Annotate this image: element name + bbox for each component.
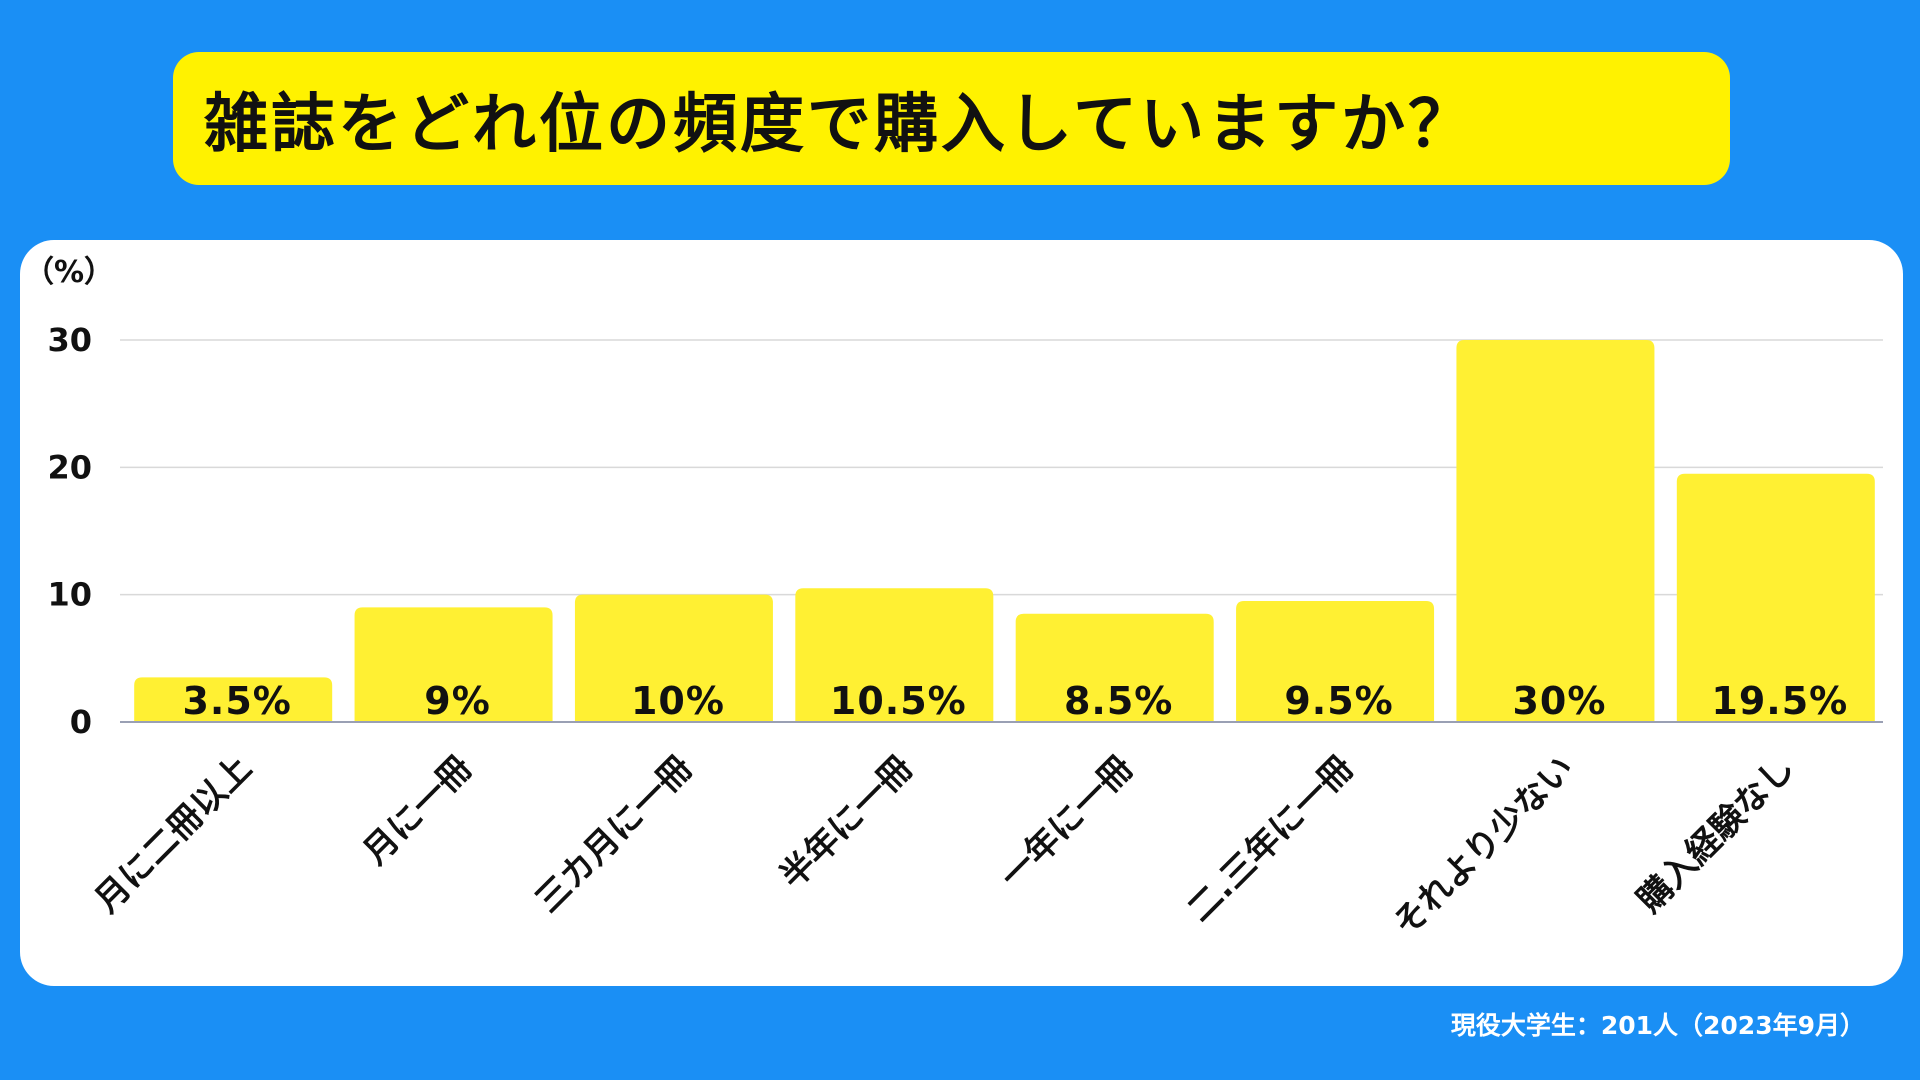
data-label: 10%	[631, 679, 725, 723]
data-label: 3.5%	[182, 679, 291, 723]
bar	[1015, 613, 1214, 722]
bar	[1456, 340, 1655, 722]
title-banner: 雑誌をどれ位の頻度で購入していますか？	[173, 52, 1730, 185]
x-tick-label: 購入経験なし	[1630, 748, 1803, 921]
x-tick-label: 二.三年に一冊	[1180, 748, 1362, 930]
bar	[1676, 473, 1875, 722]
y-tick-label: 20	[47, 448, 92, 486]
data-label: 19.5%	[1711, 679, 1848, 723]
bar	[574, 594, 773, 722]
bar	[354, 607, 553, 722]
chart-panel: （%） 0 10 20 30 3.5% 月に二冊以上 9% 月に一冊 10% 三カ月に一冊 10.5%…	[20, 240, 1903, 986]
chart-title: 雑誌をどれ位の頻度で購入していますか？	[204, 87, 1476, 162]
data-label: 10.5%	[830, 679, 967, 723]
bar-chart: （%） 0 10 20 30 3.5% 月に二冊以上 9% 月に一冊 10% 三カ月に一冊 10.5%…	[24, 255, 1883, 944]
y-unit-label: （%）	[24, 255, 114, 290]
data-label: 9%	[424, 679, 491, 723]
y-tick-label: 30	[47, 321, 92, 359]
y-tick-label: 0	[70, 703, 92, 741]
data-label: 9.5%	[1284, 679, 1393, 723]
survey-footnote: 現役大学生：201人（2023年9月）	[1450, 1011, 1865, 1040]
x-tick-label: 一年に一冊	[993, 748, 1141, 896]
x-tick-label: 三カ月に一冊	[528, 748, 701, 921]
x-tick-label: それより少ない	[1386, 748, 1582, 944]
x-tick-label: 月に一冊	[355, 748, 479, 872]
x-tick-label: 半年に一冊	[772, 748, 920, 896]
data-label: 8.5%	[1064, 679, 1173, 723]
bar	[1236, 601, 1435, 722]
y-tick-label: 10	[47, 576, 92, 614]
bar	[795, 588, 994, 722]
x-tick-label: 月に二冊以上	[87, 748, 260, 921]
data-label: 30%	[1512, 679, 1606, 723]
bar	[134, 677, 333, 722]
